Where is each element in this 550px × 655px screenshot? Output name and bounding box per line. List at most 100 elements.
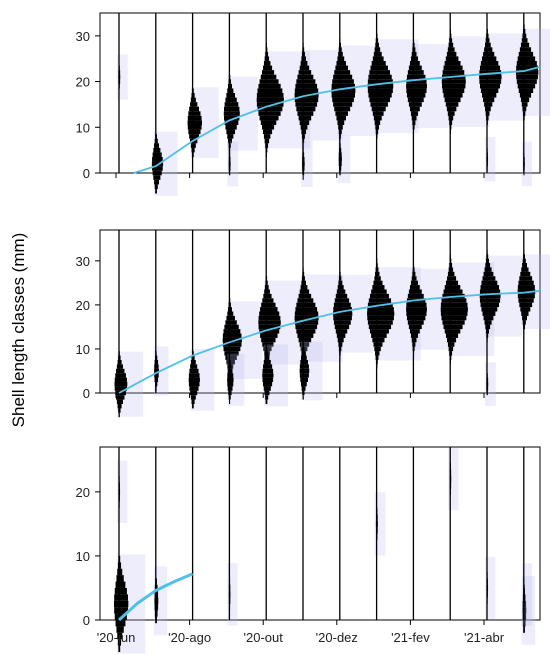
y-tick-label: 0 — [83, 613, 90, 628]
histogram-bar — [190, 390, 198, 396]
histogram-bar — [480, 88, 499, 93]
histogram-bar — [227, 134, 234, 139]
histogram-bar — [445, 56, 459, 61]
histogram-bar — [154, 368, 159, 374]
histogram-bar — [479, 65, 501, 71]
histogram-bar — [369, 329, 389, 334]
plot-frame — [99, 12, 541, 174]
restructured-shading — [448, 447, 459, 511]
histogram-bar — [520, 271, 531, 277]
histogram-bar — [482, 311, 496, 316]
histogram-bar — [518, 298, 534, 303]
histogram-bar — [444, 285, 461, 290]
histogram-bar — [224, 106, 240, 112]
histogram-bar — [115, 373, 126, 378]
restructured-shading — [153, 566, 168, 636]
histogram-bar — [299, 368, 310, 374]
histogram-bar — [223, 346, 241, 352]
histogram-bar — [265, 399, 268, 405]
histogram-bar — [118, 408, 121, 413]
y-tick-label: 10 — [76, 342, 90, 357]
histogram-bar — [517, 83, 536, 89]
histogram-bar — [442, 88, 465, 93]
growth-curve — [133, 66, 541, 174]
restructured-shading — [521, 576, 536, 645]
histogram-bar — [479, 298, 501, 303]
histogram-bar — [409, 329, 420, 334]
histogram-bar — [408, 65, 422, 71]
histogram-bar — [372, 56, 384, 61]
histogram-bar — [371, 106, 386, 112]
histogram-bar — [522, 315, 528, 321]
histogram-bar — [333, 302, 351, 308]
histogram-bar — [114, 386, 127, 391]
histogram-bar — [485, 324, 491, 330]
histogram-bar — [373, 115, 382, 121]
histogram-bar — [188, 381, 200, 387]
histogram-bar — [367, 79, 393, 84]
histogram-bar — [370, 65, 388, 71]
histogram-bar — [294, 97, 319, 103]
histogram-bar — [372, 337, 385, 343]
histogram-bar — [331, 93, 356, 98]
histogram-bar — [521, 38, 528, 43]
histogram-bar — [259, 329, 280, 334]
histogram-bar — [519, 302, 533, 308]
histogram-bar — [484, 320, 492, 325]
histogram-bar — [296, 329, 316, 334]
histogram-bar — [442, 320, 465, 325]
histogram-bar — [225, 355, 237, 360]
histogram-bar — [300, 61, 308, 66]
histogram-bar — [223, 111, 240, 116]
histogram-bar — [333, 311, 353, 316]
histogram-bar — [227, 386, 233, 391]
histogram-bar — [333, 307, 352, 312]
histogram-bar — [446, 106, 457, 112]
histogram-bar — [299, 342, 310, 347]
histogram-bar — [442, 70, 465, 75]
histogram-bar — [153, 147, 161, 153]
histogram-bar — [521, 102, 528, 107]
histogram-bar — [263, 129, 273, 135]
histogram-bar — [483, 51, 495, 57]
histogram-bar — [154, 364, 159, 369]
histogram-bar — [229, 399, 231, 405]
histogram-bar — [297, 111, 314, 116]
histogram-bar — [294, 315, 319, 321]
histogram-bar — [521, 267, 529, 272]
histogram-bar — [117, 639, 122, 646]
histogram-bar — [406, 83, 427, 89]
histogram-bar — [297, 333, 314, 338]
histogram-bar — [190, 97, 196, 103]
histogram-bar — [224, 120, 239, 125]
histogram-bar — [154, 184, 158, 189]
x-tick-label: '20-jun — [97, 630, 136, 645]
histogram-bar — [189, 134, 199, 139]
histogram-bar — [440, 307, 468, 312]
histogram-bar — [520, 42, 530, 48]
histogram-bar — [262, 342, 274, 347]
histogram-bar — [264, 138, 270, 144]
histogram-bar — [406, 88, 427, 93]
histogram-bar — [411, 51, 417, 57]
histogram-bar — [480, 61, 499, 66]
histogram-bar — [407, 320, 424, 325]
histogram-bar — [336, 333, 346, 338]
histogram-bar — [481, 56, 497, 61]
histogram-bar — [334, 324, 350, 330]
histogram-bar — [258, 315, 281, 321]
y-tick-label: 20 — [76, 298, 90, 313]
histogram-bar — [263, 364, 273, 369]
histogram-bar — [227, 88, 234, 93]
histogram-bar — [154, 373, 159, 378]
histogram-bar — [117, 404, 122, 409]
histogram-bar — [336, 289, 346, 294]
histogram-bar — [222, 337, 242, 343]
histogram-bar — [189, 368, 199, 374]
histogram-bar — [227, 311, 234, 316]
histogram-bar — [298, 293, 312, 299]
histogram-bar — [188, 129, 201, 135]
histogram-bar — [152, 157, 163, 162]
histogram-bar — [445, 333, 459, 338]
histogram-bar — [409, 61, 420, 66]
